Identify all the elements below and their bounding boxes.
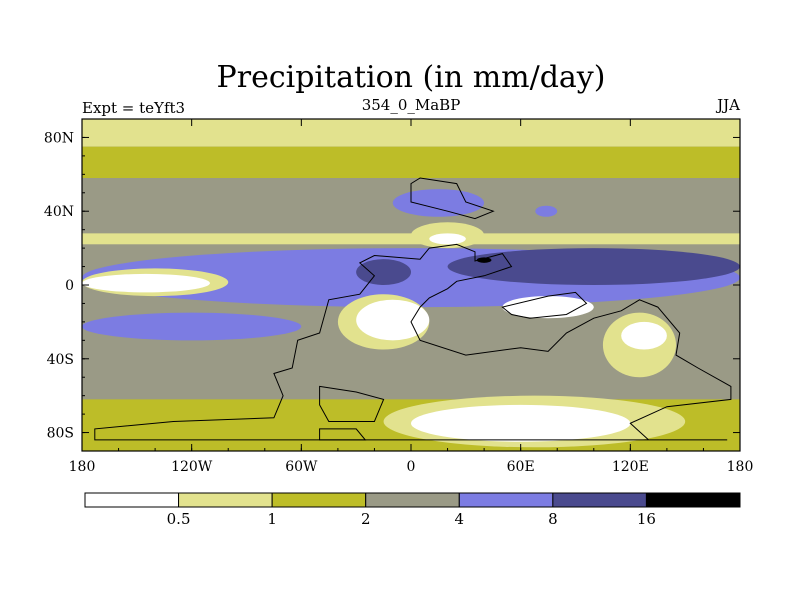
subtitle-right: JJA [715,96,740,114]
x-tick-label: 180 [727,459,754,475]
region-south-east-white [621,321,667,350]
landmass-outline-0 [94,243,732,441]
subtitle-center: 354_0_MaBP [362,96,461,114]
y-tick-label: 40S [47,352,74,368]
zonal-band-4 [82,233,740,245]
colorbar-swatch [552,492,647,508]
colorbar-swatch [458,492,554,508]
region-north-blue-spot [392,189,485,217]
colorbar-label: 16 [637,510,656,528]
region-indian-ocean-convection [447,248,740,285]
colorbar-label: 8 [548,510,558,528]
landmass-outline-1 [319,385,385,422]
continent-outline [94,177,732,441]
colorbar: 0.5 1 2 4 8 16 [84,492,741,528]
colorbar-label: 1 [267,510,277,528]
region-west-pangea-convection [356,259,412,286]
x-tick-label: 60E [507,459,535,475]
zonal-band-1 [82,146,740,179]
y-axis: 80N 40N 0 40S 80S [44,130,740,442]
landmass-outline-2 [319,428,367,441]
x-tick-label: 60W [285,459,318,475]
colorbar-swatch [365,492,460,508]
region-north-desert-white [429,233,466,245]
colorbar-swatch [84,492,180,508]
region-black-spot [476,257,492,263]
colorbar-swatch [178,492,273,508]
y-tick-label: 0 [65,278,74,294]
subtitle-left: Expt = teYft3 [82,99,185,117]
colorbar-label: 4 [455,510,465,528]
x-axis: 180 120W 60W 0 60E 120E 180 [69,119,754,475]
region-mid-lat-blue-band-south [82,312,302,341]
chart-title: Precipitation (in mm/day) [217,60,606,95]
region-pacific-dry-core [82,273,210,293]
landmass-outline-3 [410,177,495,220]
y-tick-label: 80N [44,130,74,146]
x-tick-label: 120E [612,459,649,475]
colorbar-label: 2 [361,510,371,528]
colorbar-label: 0.5 [167,510,191,528]
x-tick-label: 120W [171,459,213,475]
map-plot-area [82,119,740,451]
y-tick-label: 80S [47,426,74,442]
y-tick-label: 40N [44,204,74,220]
landmass-outline-4 [501,291,588,319]
colorbar-swatch [645,492,741,508]
region-central-pangea-white [356,299,430,341]
region-north-east-blue-spot [535,205,558,217]
colorbar-swatch [271,492,367,508]
x-tick-label: 180 [69,459,96,475]
region-south-polar-white [411,404,631,442]
x-tick-label: 0 [407,459,416,475]
